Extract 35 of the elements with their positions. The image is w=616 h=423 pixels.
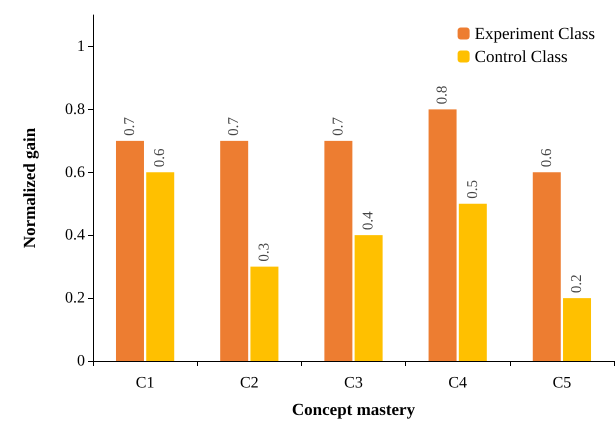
data-label: 0.7	[122, 116, 138, 136]
x-axis-title: Concept mastery	[292, 400, 416, 419]
bar	[458, 204, 487, 361]
data-label: 0.5	[464, 180, 481, 199]
bar	[324, 140, 352, 361]
data-label: 0.6	[538, 148, 555, 168]
y-tick-label: 0.2	[65, 290, 85, 307]
y-tick-label: 0.6	[65, 164, 85, 181]
y-tick-label: 0.4	[65, 226, 85, 244]
x-tick-label: C4	[448, 374, 468, 392]
data-label: 0.8	[434, 86, 451, 104]
bar	[220, 140, 248, 361]
bar	[532, 172, 561, 361]
legend-label: Experiment Class	[474, 24, 596, 43]
x-tick-label: C5	[552, 374, 572, 392]
bar	[428, 109, 457, 361]
data-label: 0.6	[152, 148, 168, 168]
y-tick-label: 1	[77, 38, 85, 55]
bar	[250, 266, 278, 361]
bar	[116, 140, 144, 361]
x-tick-label: C2	[240, 374, 259, 392]
data-label: 0.2	[569, 274, 586, 294]
x-tick-label: C3	[344, 374, 363, 392]
y-axis-title: Normalized gain	[20, 127, 39, 248]
legend-label: Control Class	[474, 47, 568, 66]
data-label: 0.7	[226, 116, 242, 136]
bar	[563, 298, 592, 361]
data-label: 0.3	[256, 242, 272, 262]
data-label: 0.4	[360, 210, 377, 230]
y-tick-label: 0	[77, 352, 85, 370]
x-tick-label: C1	[136, 374, 154, 392]
bar	[146, 172, 174, 361]
y-tick-label: 0.8	[65, 100, 85, 118]
data-label: 0.7	[330, 116, 346, 136]
bar	[354, 235, 383, 361]
